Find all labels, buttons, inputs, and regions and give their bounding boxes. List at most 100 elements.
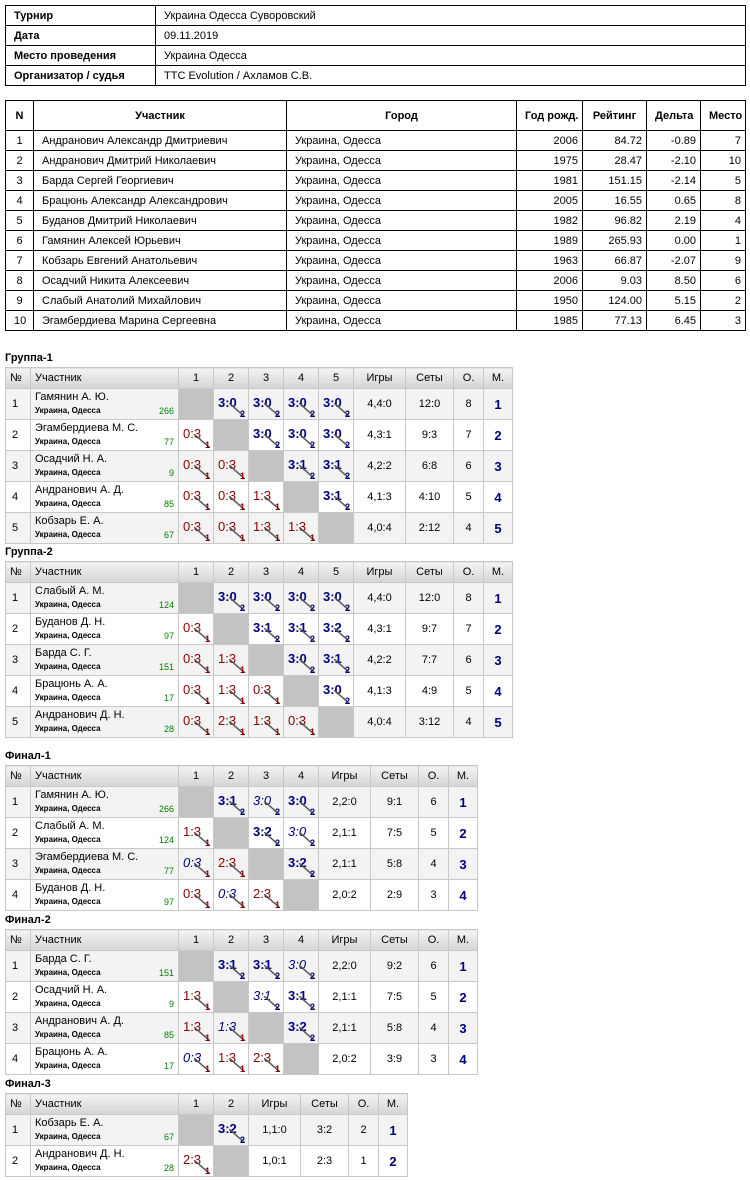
sets: 3:2 <box>300 1114 349 1146</box>
player-rating: 77 <box>163 866 174 876</box>
sets: 2:12 <box>405 512 454 544</box>
score-points: 1 <box>204 1002 210 1012</box>
games: 4,0:4 <box>353 512 406 544</box>
empty-cell <box>318 512 354 544</box>
player-row: 2 Слабый А. М. Украина, Одесса 124 1:3 1 3:2 2 3… <box>5 817 478 849</box>
participant-cell: 9.03 <box>582 270 647 291</box>
player-rating: 28 <box>163 724 174 734</box>
score-points: 2 <box>309 603 315 613</box>
slash <box>299 832 315 846</box>
score: 3:0 2 <box>285 584 318 613</box>
score-points: 2 <box>274 838 280 848</box>
score-cell: 0:3 1 <box>178 481 214 513</box>
score: 3:0 2 <box>250 421 283 450</box>
group-title: Группа-2 <box>5 546 53 558</box>
score: 3:2 2 <box>320 615 353 644</box>
score: 3:1 2 <box>285 615 318 644</box>
participant-cell: 6 <box>5 230 34 251</box>
score-points: 1 <box>239 665 245 675</box>
slash <box>229 527 245 541</box>
slash <box>194 1027 210 1041</box>
place: 3 <box>448 1012 478 1044</box>
participant-row: 2 Андранович Дмитрий Николаевич Украина, О… <box>5 150 746 171</box>
column-header: 2 <box>213 561 249 583</box>
player-number: 1 <box>5 786 31 818</box>
score: 3:1 2 <box>215 952 248 981</box>
slash <box>194 465 210 479</box>
participant-cell: 10 <box>5 310 34 331</box>
score-cell: 1:3 1 <box>248 481 284 513</box>
player-row: 1 Гамянин А. Ю. Украина, Одесса 266 3:0 2 3:0 2… <box>5 388 513 420</box>
games: 4,4:0 <box>353 388 406 420</box>
score-points: 2 <box>274 1002 280 1012</box>
player-city: Украина, Одесса <box>35 1061 101 1070</box>
player-info: Брацюнь А. А. Украина, Одесса 17 <box>32 677 178 706</box>
column-header: Сеты <box>370 765 419 787</box>
player-rating: 151 <box>158 968 174 978</box>
player-row: 1 Слабый А. М. Украина, Одесса 124 3:0 2 3:0 2 3… <box>5 582 513 614</box>
participant-cell: Украина, Одесса <box>286 190 517 211</box>
score-cell: 3:2 2 <box>318 613 354 645</box>
score-points: 2 <box>309 440 315 450</box>
column-header: 2 <box>213 929 249 951</box>
player-info: Барда С. Г. Украина, Одесса 151 <box>32 952 178 981</box>
sets: 9:7 <box>405 613 454 645</box>
participant-cell: 2006 <box>516 130 583 151</box>
place: 1 <box>483 582 513 614</box>
slash <box>264 721 280 735</box>
player-rating: 97 <box>163 897 174 907</box>
place: 1 <box>378 1114 408 1146</box>
participant-cell: 1 <box>700 230 746 251</box>
slash <box>299 659 315 673</box>
participant-cell: 0.00 <box>646 230 701 251</box>
column-header: 4 <box>283 561 319 583</box>
slash <box>229 465 245 479</box>
column-header: 2 <box>213 765 249 787</box>
score-points: 2 <box>239 971 245 981</box>
score-points: 1 <box>204 1166 210 1176</box>
place: 1 <box>448 950 478 982</box>
empty-cell <box>283 1043 319 1075</box>
slash <box>194 434 210 448</box>
participant-row: 7 Кобзарь Евгений Анатольевич Украина, Оде… <box>5 250 746 271</box>
sets: 7:5 <box>370 981 419 1013</box>
player-name: Осадчий Н. А. <box>35 453 108 465</box>
player-name: Слабый А. М. <box>35 585 105 597</box>
score-points: 1 <box>204 1033 210 1043</box>
score: 2:3 1 <box>250 881 283 910</box>
player-cell: Гамянин А. Ю. Украина, Одесса 266 <box>30 388 179 420</box>
player-row: 5 Андранович Д. Н. Украина, Одесса 28 0:3 1 2:… <box>5 706 513 738</box>
slash <box>194 863 210 877</box>
player-city: Украина, Одесса <box>35 1163 101 1172</box>
sets: 9:2 <box>370 950 419 982</box>
player-info: Андранович Д. Н. Украина, Одесса 28 <box>32 1147 178 1176</box>
score: 3:0 2 <box>285 819 318 848</box>
player-cell: Андранович Д. Н. Украина, Одесса 28 <box>30 706 179 738</box>
score: 3:1 2 <box>215 788 248 817</box>
player-name: Эгамбердиева М. С. <box>35 422 139 434</box>
place: 4 <box>483 481 513 513</box>
points: 6 <box>418 950 449 982</box>
score: 1:3 1 <box>215 1045 248 1074</box>
player-number: 3 <box>5 1012 31 1044</box>
games: 4,1:3 <box>353 675 406 707</box>
column-header: 2 <box>213 367 249 389</box>
player-name: Буданов Д. Н. <box>35 882 106 894</box>
info-value: 09.11.2019 <box>155 25 746 46</box>
games: 4,2:2 <box>353 644 406 676</box>
points: 5 <box>453 675 484 707</box>
participant-cell: Буданов Дмитрий Николаевич <box>33 210 287 231</box>
participant-cell: 1950 <box>516 290 583 311</box>
points: 3 <box>418 1043 449 1075</box>
score: 3:0 2 <box>320 677 353 706</box>
player-row: 2 Буданов Д. Н. Украина, Одесса 97 0:3 1 3:1 2 3… <box>5 613 513 645</box>
player-city: Украина, Одесса <box>35 406 101 415</box>
score-cell: 0:3 1 <box>248 675 284 707</box>
player-number: 1 <box>5 1114 31 1146</box>
column-header: № <box>5 561 31 583</box>
slash <box>229 496 245 510</box>
score-cell: 2:3 1 <box>248 1043 284 1075</box>
player-rating: 97 <box>163 631 174 641</box>
score-points: 2 <box>239 807 245 817</box>
slash <box>264 965 280 979</box>
